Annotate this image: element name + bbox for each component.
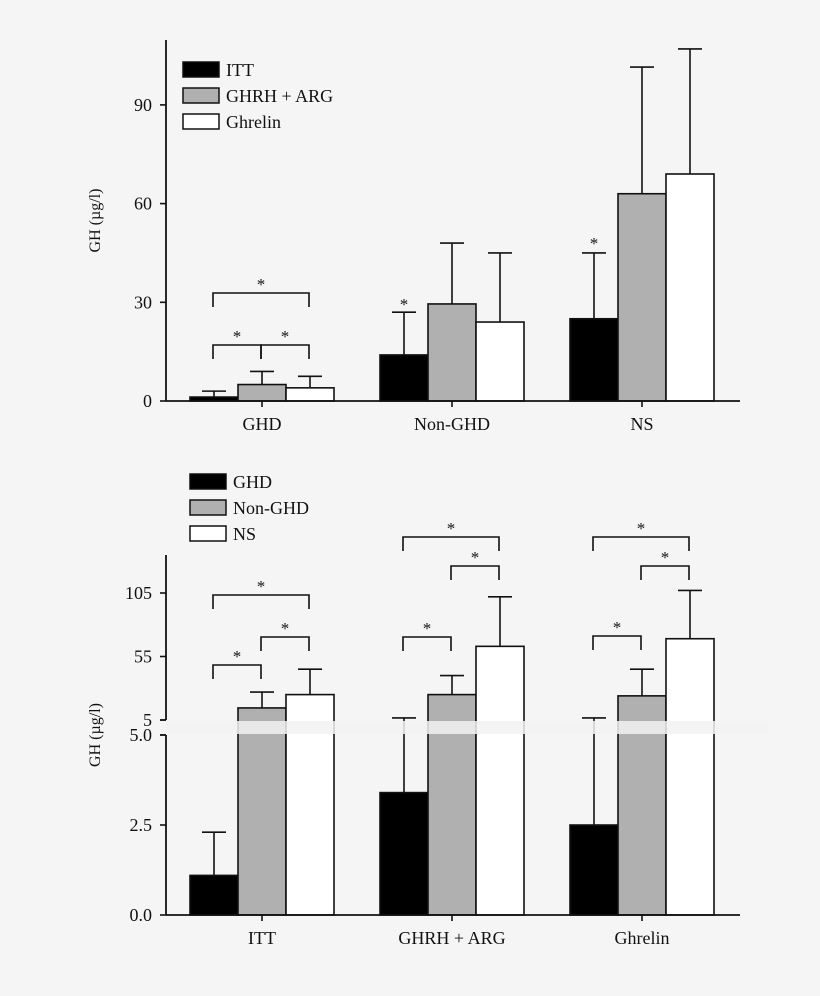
x-tick-label: NS <box>630 414 653 434</box>
legend-label: GHD <box>233 472 272 492</box>
legend-swatch <box>189 499 227 516</box>
bar-ghrh-arg-ns <box>475 645 525 916</box>
y-tick-label: 105 <box>125 583 152 603</box>
significance-star: * <box>447 519 456 538</box>
y-tick-label: 0.0 <box>130 905 153 925</box>
x-tick-label: Non-GHD <box>414 414 490 434</box>
significance-star: * <box>281 327 290 346</box>
significance-star: * <box>233 327 242 346</box>
significance-star: * <box>257 577 266 596</box>
significance-star: * <box>281 619 290 638</box>
significance-star: * <box>590 234 599 253</box>
y-axis-label: GH (µg/l) <box>87 189 104 253</box>
bar-non-ghd-itt <box>379 354 429 402</box>
significance-star: * <box>257 275 266 294</box>
significance-star: * <box>400 295 409 314</box>
legend-label: NS <box>233 524 256 544</box>
significance-bracket <box>592 536 690 551</box>
legend-label: Non-GHD <box>233 498 309 518</box>
bar-ghrh-arg-ghd <box>379 791 429 916</box>
legend-label: ITT <box>226 60 254 80</box>
bar-non-ghd-ghrelin <box>475 321 525 402</box>
bar-ns-itt <box>569 317 619 402</box>
legend-swatch <box>189 473 227 490</box>
legend-label: Ghrelin <box>226 112 281 132</box>
bar-non-ghd-ghrh-arg <box>427 303 477 402</box>
bar-ns-ghrelin <box>665 173 715 402</box>
legend-swatch <box>189 525 227 542</box>
significance-bracket <box>402 536 500 551</box>
legend-label: GHRH + ARG <box>226 86 333 106</box>
y-tick-label: 2.5 <box>130 815 153 835</box>
significance-bracket <box>212 344 262 359</box>
y-tick-label: 90 <box>134 95 152 115</box>
y-tick-label: 30 <box>134 292 152 312</box>
significance-bracket <box>212 292 310 307</box>
x-tick-label: GHRH + ARG <box>398 928 505 948</box>
axis-break-band <box>168 721 768 734</box>
legend-swatch <box>182 113 220 130</box>
significance-star: * <box>423 619 432 638</box>
y-tick-label: 0 <box>143 391 152 411</box>
bar-ns-ghrh-arg <box>617 192 667 402</box>
bar-ghd-ghrh-arg <box>237 383 287 402</box>
x-tick-label: Ghrelin <box>615 928 670 948</box>
bar-itt-non-ghd <box>237 707 287 916</box>
bar-ghrelin-ns <box>665 637 715 916</box>
bar-ghrelin-ghd <box>569 824 619 916</box>
significance-star: * <box>637 519 646 538</box>
y-tick-label: 55 <box>134 647 152 667</box>
significance-star: * <box>471 548 480 567</box>
significance-bracket <box>212 594 310 609</box>
significance-star: * <box>233 647 242 666</box>
significance-star: * <box>613 618 622 637</box>
significance-bracket <box>450 565 500 580</box>
legend-swatch <box>182 61 220 78</box>
y-tick-label: 5 <box>143 710 152 730</box>
significance-bracket <box>260 344 310 359</box>
legend-swatch <box>182 87 220 104</box>
significance-bracket <box>260 636 310 651</box>
significance-bracket <box>402 636 452 651</box>
y-tick-label: 60 <box>134 194 152 214</box>
significance-star: * <box>661 548 670 567</box>
bar-itt-ghd <box>189 874 239 916</box>
y-tick-label: 5.0 <box>130 725 153 745</box>
x-tick-label: GHD <box>243 414 282 434</box>
significance-bracket <box>640 565 690 580</box>
significance-bracket <box>212 664 262 679</box>
y-axis-label: GH (µg/l) <box>87 703 104 767</box>
significance-bracket <box>592 635 642 650</box>
bar-ghd-ghrelin <box>285 387 335 402</box>
x-tick-label: ITT <box>248 928 276 948</box>
